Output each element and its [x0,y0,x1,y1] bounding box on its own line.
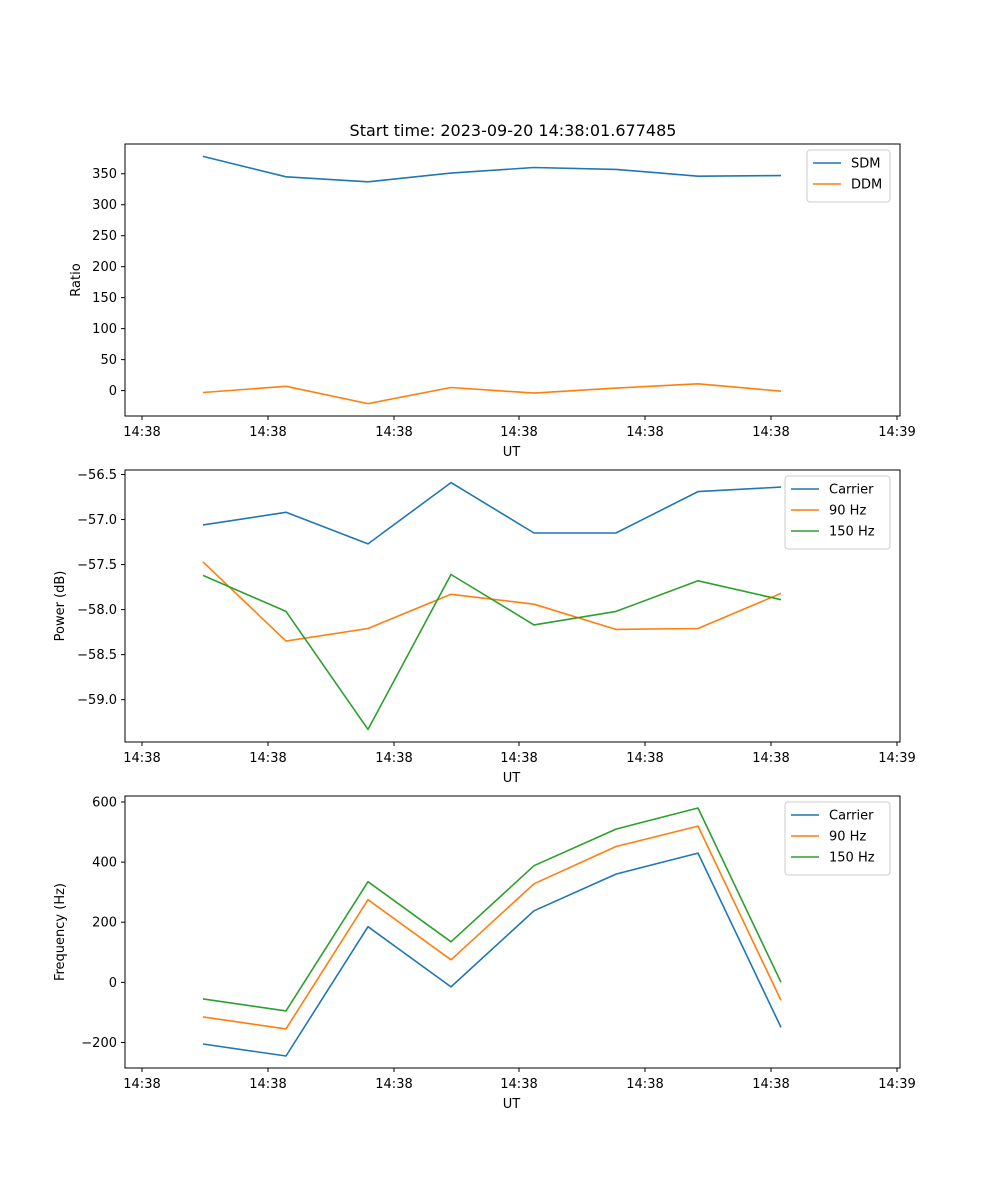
y-tick-label: 0 [109,976,117,991]
legend-label: Carrier [829,483,874,498]
y-tick-label: 400 [92,856,117,871]
y-tick-label: 150 [92,291,117,306]
x-tick-label: 14:38 [375,751,412,766]
x-tick-label: 14:38 [626,1077,663,1092]
x-tick-label: 14:38 [123,425,160,440]
x-tick-label: 14:38 [500,425,537,440]
legend-label: SDM [851,157,880,172]
subplots: 0 50 100 150 200 250 300 350 14:38 14:38 14:38 14:3… [53,143,916,1112]
x-tick-label: 14:38 [752,425,789,440]
y-tick-label: −58.5 [77,648,117,663]
legend-label: 90 Hz [829,830,866,845]
y-tick-label: 300 [92,198,117,213]
y-tick-label: −57.0 [77,513,117,528]
y-tick-label: −200 [81,1036,117,1051]
series-line-90-hz [202,825,782,1030]
y-tick-label: 100 [92,322,117,337]
y-tick-label: 350 [92,167,117,182]
axes-frame [124,143,901,417]
y-tick-label: −59.0 [77,693,117,708]
axes-frame [124,469,901,743]
x-axis-label: UT [503,445,521,460]
x-tick-label: 14:38 [249,751,286,766]
y-tick-label: 0 [109,384,117,399]
y-tick-label: 50 [100,353,117,368]
y-tick-label: −57.5 [77,558,117,573]
subplot-2: −59.0 −58.5 −58.0 −57.5 −57.0 −56.5 14:38 14:38… [53,468,916,786]
legend-label: 90 Hz [829,504,866,519]
legend-label: 150 Hz [829,851,875,866]
y-axis-label: Power (dB) [53,571,68,642]
y-tick-label: −56.5 [77,468,117,483]
x-axis-label: UT [503,771,521,786]
x-tick-label: 14:38 [249,1077,286,1092]
x-tick-label: 14:38 [249,425,286,440]
x-tick-label: 14:38 [500,751,537,766]
x-tick-label: 14:38 [626,751,663,766]
y-axis-label: Ratio [69,263,84,296]
x-tick-label: 14:38 [123,1077,160,1092]
x-tick-label: 14:38 [500,1077,537,1092]
series-line-sdm [202,155,782,183]
chart-title: Start time: 2023-09-20 14:38:01.677485 [350,121,677,140]
y-tick-label: −58.0 [77,603,117,618]
legend: Carrier 90 Hz 150 Hz [784,475,891,550]
x-tick-label: 14:39 [878,751,915,766]
x-tick-label: 14:38 [626,425,663,440]
x-tick-label: 14:38 [752,1077,789,1092]
x-tick-label: 14:38 [123,751,160,766]
x-tick-label: 14:39 [878,1077,915,1092]
subplot-3: −200 0 200 400 600 14:38 14:38 14:38 14:38 14:38 1… [53,795,916,1112]
series-line-ddm [202,382,782,405]
series-line-150-hz [202,573,782,731]
y-tick-label: 600 [92,796,117,811]
subplot-1: 0 50 100 150 200 250 300 350 14:38 14:38 14:38 14:3… [69,143,916,460]
series-line-carrier [202,481,782,545]
series-line-150-hz [202,807,782,1012]
legend-label: DDM [851,178,882,193]
legend: Carrier 90 Hz 150 Hz [784,801,891,876]
series-line-carrier [202,852,782,1057]
axes-frame [124,795,901,1069]
legend-label: 150 Hz [829,525,875,540]
legend-label: Carrier [829,809,874,824]
y-tick-label: 200 [92,260,117,275]
y-axis-label: Frequency (Hz) [53,883,68,981]
x-tick-label: 14:38 [375,1077,412,1092]
x-tick-label: 14:38 [375,425,412,440]
x-tick-label: 14:39 [878,425,915,440]
y-tick-label: 250 [92,229,117,244]
x-tick-label: 14:38 [752,751,789,766]
y-tick-label: 200 [92,916,117,931]
legend: SDM DDM [806,149,891,203]
x-axis-label: UT [503,1097,521,1112]
